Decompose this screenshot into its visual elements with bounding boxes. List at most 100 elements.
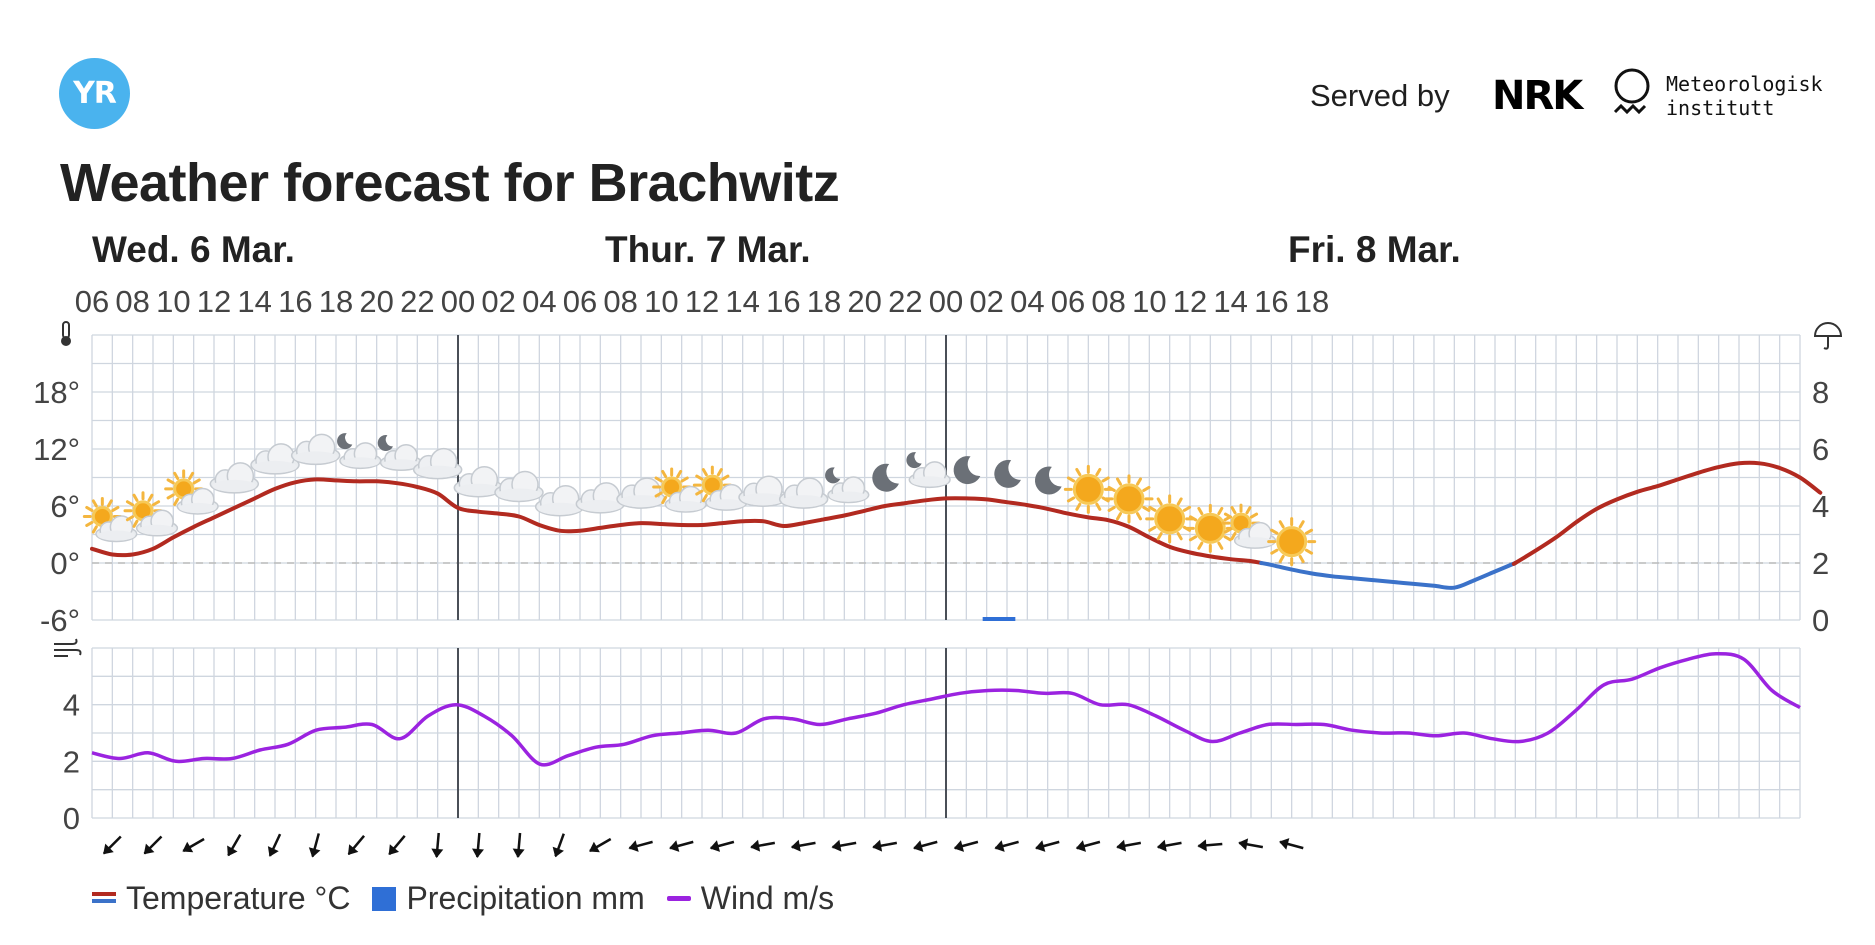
cloud-shape [827, 476, 870, 504]
moon-crescent [825, 467, 841, 484]
cloud-shape [95, 515, 138, 543]
wind-icon [54, 638, 82, 657]
y-left-tick: 18° [33, 375, 80, 410]
cloud-fill [293, 451, 338, 464]
cloud-fill [382, 459, 420, 470]
legend-temperature-label: Temperature °C [126, 880, 351, 916]
arrow-head [831, 839, 842, 852]
sun-ray [1304, 528, 1314, 535]
legend-precipitation[interactable]: Precipitation mm [372, 880, 645, 917]
sun-ray [1116, 512, 1122, 521]
sun-ray [1095, 467, 1102, 477]
x-tick-label: 12 [1173, 284, 1207, 319]
day-label: Fri. 8 Mar. [1288, 229, 1461, 270]
sun-ray [1197, 541, 1204, 550]
arrow-head [750, 839, 761, 852]
sun-ray [91, 499, 98, 508]
arrow-head [472, 848, 484, 858]
sun-ray [1298, 554, 1305, 564]
wind-direction-arrow-icon [750, 839, 776, 852]
cloud-shape [412, 447, 463, 480]
moon-crescent [337, 433, 353, 450]
wind-direction-arrow-icon [1238, 838, 1264, 851]
wind-direction-arrow-icon [552, 833, 565, 858]
sun-ray [147, 493, 154, 502]
cloud-shape [339, 442, 382, 470]
arrow-head [267, 846, 279, 857]
nrk-logo[interactable]: NRK [1492, 73, 1583, 119]
x-tick-label: 02 [481, 284, 515, 319]
cloud-icon [778, 477, 829, 509]
clear-night-icon [1034, 466, 1062, 495]
sun-ray [701, 468, 708, 477]
x-tick-label: 20 [359, 284, 393, 319]
sun-ray [1298, 520, 1305, 529]
y-left-tick: 12° [33, 432, 80, 467]
met-name-line2: institutt [1666, 96, 1775, 120]
clear-night-icon [872, 463, 899, 492]
arrow-head [227, 845, 238, 857]
arrow-head [669, 840, 680, 852]
wind-direction-arrow-icon [1279, 838, 1304, 850]
y-right-tick: 0 [1812, 603, 1829, 638]
wind-direction-arrow-icon [431, 832, 444, 858]
arrow-head [1035, 840, 1046, 852]
partly-cloudy-night-icon [825, 467, 870, 504]
y-wind-tick: 0 [63, 801, 80, 836]
sun-ray [85, 505, 94, 512]
cloud-icon [412, 447, 463, 480]
sun-ray [654, 476, 663, 483]
wind-line [91, 651, 1801, 767]
wind-direction-arrow-icon [472, 832, 484, 858]
arrow-head [709, 840, 721, 852]
y-right-tick: 4 [1812, 489, 1829, 524]
sun-ray [1245, 506, 1252, 515]
legend-temperature[interactable]: Temperature °C [92, 880, 350, 917]
cloud-icon [616, 477, 666, 509]
legend-precipitation-swatch [372, 886, 397, 911]
sun-ray [695, 474, 704, 481]
sun-ray [1101, 476, 1110, 483]
sun-disc [1113, 483, 1145, 515]
partly-cloudy-day-icon [123, 491, 179, 537]
sun-ray [85, 520, 94, 527]
wind-direction-arrow-icon [1035, 840, 1060, 852]
sun-ray [1107, 505, 1116, 512]
legend-wind-swatch [666, 896, 691, 901]
sun-ray [701, 493, 708, 503]
sun-ray [1223, 512, 1233, 519]
x-tick-label: 12 [197, 284, 231, 319]
cloud-fill [578, 499, 623, 512]
x-tick-label: 08 [603, 284, 637, 319]
sun-ray [1142, 505, 1151, 512]
sun-ray [1188, 515, 1198, 522]
x-tick-label: 08 [115, 284, 149, 319]
x-tick-label: 00 [441, 284, 475, 319]
cloud-fill [707, 499, 746, 510]
y-left-tick: 0° [50, 546, 80, 581]
partly-cloudy-day-icon [164, 469, 219, 515]
sun-rays [1267, 517, 1317, 567]
sun-ray [1223, 527, 1233, 534]
cloud-shape [250, 443, 300, 475]
cloud-shape [738, 475, 788, 507]
arrow-head [1279, 838, 1290, 850]
x-tick-label: 14 [1213, 284, 1247, 319]
thermometer-bulb [61, 336, 71, 346]
partly-cloudy-night-icon [906, 452, 951, 489]
cloud-fill [829, 491, 868, 502]
arrow-head [431, 848, 444, 858]
arrow-head [388, 844, 400, 855]
cloud-fill [341, 457, 380, 468]
sun-rays [1104, 474, 1154, 524]
y-right-tick: 8 [1812, 375, 1829, 410]
met-logo-text[interactable]: Meteorologisk institutt [1666, 72, 1823, 120]
sun-ray [1223, 535, 1232, 542]
sun-icon [1145, 494, 1195, 544]
cloud-fill [415, 465, 460, 478]
sun-ray [106, 499, 113, 508]
yr-logo[interactable]: YR [59, 58, 130, 129]
legend-wind[interactable]: Wind m/s [666, 880, 834, 917]
x-tick-label: 14 [237, 284, 271, 319]
served-by-label: Served by [1310, 78, 1450, 113]
